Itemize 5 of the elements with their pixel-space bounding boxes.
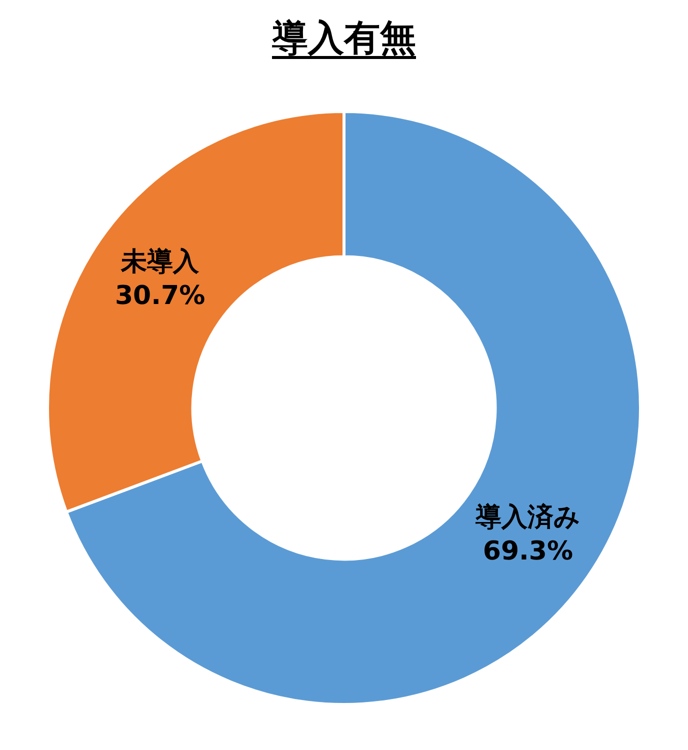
slice-label: 導入済み	[474, 502, 580, 532]
slice-label: 未導入	[120, 247, 200, 278]
data-label: 30.7%	[114, 281, 206, 312]
data-label: 69.3%	[482, 536, 574, 566]
chart-title: 導入有無	[271, 17, 417, 61]
